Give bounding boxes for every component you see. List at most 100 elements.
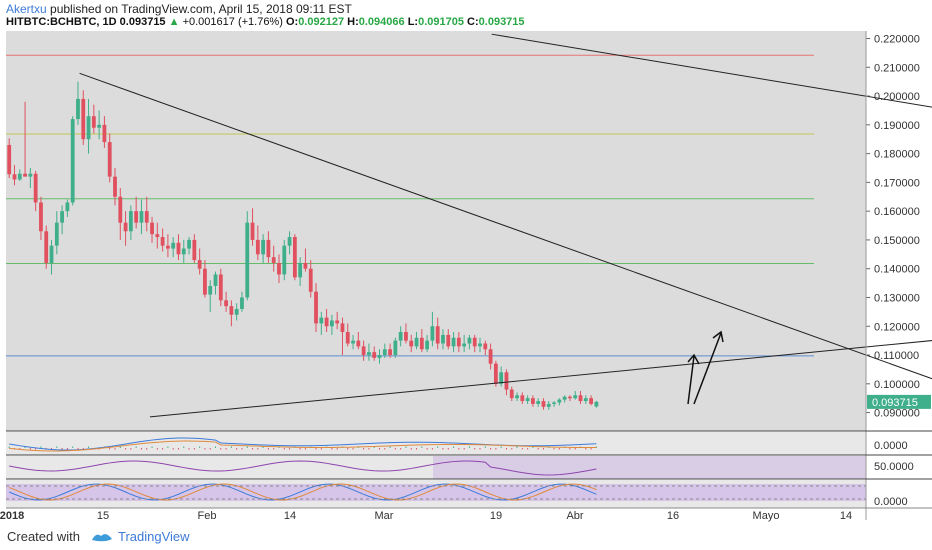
candle-body [589,398,593,404]
author-link[interactable]: Akertxu [6,2,47,16]
candle-body [261,239,266,255]
open-label: O: [285,16,299,28]
y-tick-label: 0.220000 [874,34,920,46]
candle-body [314,291,318,324]
rsi-line [9,460,597,476]
candle-body [367,352,371,356]
y-tick-label: 0.200000 [874,91,920,103]
candle-body [86,116,91,140]
x-tick-label: Feb [198,510,217,522]
candle-body [28,173,33,177]
candle-body [118,196,123,223]
candle-body [234,308,239,315]
candle-body [462,343,467,347]
candle-body [213,274,218,286]
arrow-head-2 [712,330,724,343]
tradingview-link[interactable]: TradingView [118,529,190,544]
tradingview-logo-icon[interactable] [90,530,114,544]
candle-body [277,262,281,275]
y-tick-label: 0.150000 [874,235,920,247]
candle-body [382,349,387,356]
symbol-label: HITBTC:BCHBTC, 1D [6,16,117,28]
arrow-head-1 [687,353,700,365]
candle-body [218,274,223,301]
y-tick-label: 0.140000 [874,264,920,276]
macd-pane-bg [6,432,866,455]
candle-body [372,352,377,358]
stoch-k-line [9,483,597,501]
candle-body [488,349,493,364]
candle-body [208,285,213,295]
y-tick-label: 0.170000 [874,177,920,189]
candle-body [123,222,128,232]
candle-body [583,398,588,402]
x-tick-label: 14 [284,510,296,522]
candle-body [113,176,117,197]
candle-body [181,248,186,255]
candle-body [76,98,80,120]
change-value: +0.001617 (+1.76%) [182,16,283,28]
candle-body [70,119,75,203]
trend-line[interactable] [149,309,932,418]
candle-body [446,334,451,347]
candle-body [546,403,551,407]
candle-body [557,399,562,403]
candle-body [49,245,54,263]
x-tick-label: Mar [375,510,394,522]
candle-body [356,340,361,347]
candle-body [319,317,324,324]
candle-body [552,402,556,404]
macd-axis-label: 0.0000 [874,440,908,452]
candle-body [81,98,86,140]
signal-line [9,440,597,452]
candle-body [536,401,541,404]
candle-body [12,174,17,180]
candle-body [308,268,313,292]
candle-body [531,398,535,404]
candle-body [573,395,578,399]
candle-body [472,337,477,347]
candle-body [197,260,202,269]
y-tick-label: 0.130000 [874,292,920,304]
candle-body [292,237,297,278]
candle-body [33,173,38,203]
candle-body [187,239,191,249]
candle-body [255,239,260,255]
candle-body [568,396,572,399]
candle-body [398,332,403,341]
candle-body [271,257,276,263]
candle-body [160,237,165,246]
high-label: H: [347,16,359,28]
candle-body [515,395,519,399]
candle-body [388,349,392,356]
candle-body [345,332,350,344]
candle-body [361,346,366,356]
candle-body [23,173,27,177]
candle-body [525,398,530,402]
low-label: L: [407,16,419,28]
last-price-tag [867,394,931,409]
candle-body [478,343,482,347]
created-with-text: Created with [7,529,80,544]
candle-body [377,355,382,358]
open-value: 0.092127 [298,16,345,28]
candle-body [240,297,244,309]
price-chart[interactable]: 0.220000 0.210000 0.200000 0.190000 0.180000… [0,0,932,525]
candle-body [493,363,498,384]
trend-line[interactable] [79,72,932,417]
y-tick-label: 0.160000 [874,206,920,218]
candle-body [404,332,408,341]
candle-body [128,211,133,232]
candle-body [166,245,170,249]
candle-body [91,116,96,128]
candle-body [324,317,329,327]
candle-body [520,395,525,402]
candle-body [298,262,303,278]
candle-body [393,340,398,356]
rsi-band [433,456,866,479]
candle-body [340,323,345,333]
stoch-d-line [9,483,597,501]
trend-line[interactable] [491,33,932,160]
candle-body [594,401,599,407]
candle-body [176,242,181,255]
